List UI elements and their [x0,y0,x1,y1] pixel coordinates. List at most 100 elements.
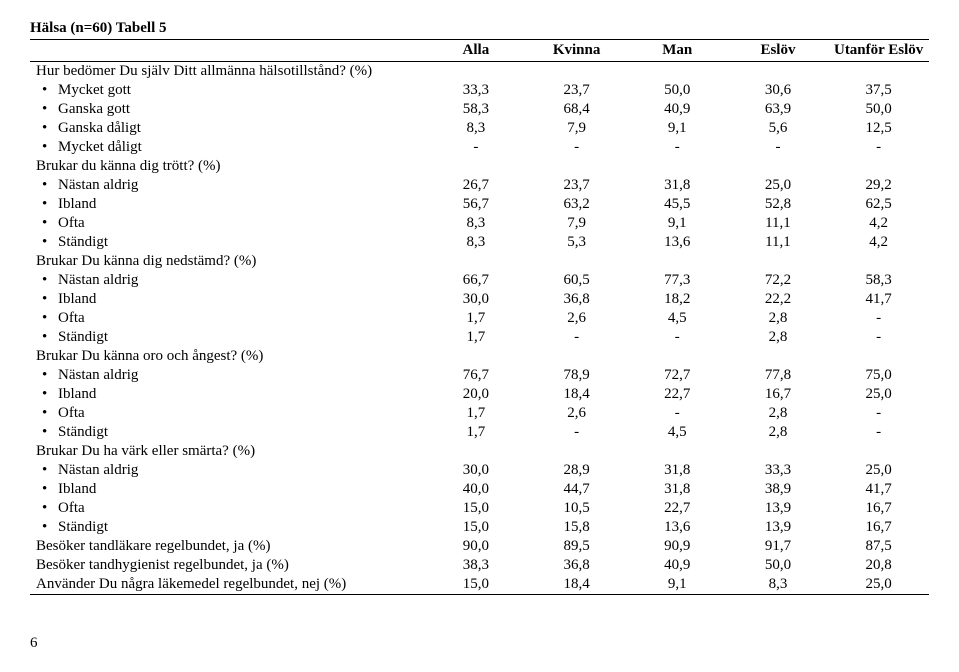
value-cell: 25,0 [828,385,929,404]
option-row: Ibland20,018,422,716,725,0 [30,385,929,404]
value-cell: 58,3 [828,271,929,290]
empty-cell [728,157,829,176]
value-cell: 2,8 [728,423,829,442]
value-cell: 44,7 [526,480,627,499]
value-cell: - [526,138,627,157]
empty-cell [426,157,527,176]
value-cell: 50,0 [627,81,728,100]
value-cell: 36,8 [526,556,627,575]
option-row: Ofta1,72,6-2,8- [30,404,929,423]
value-cell: 20,0 [426,385,527,404]
value-cell: 90,0 [426,537,527,556]
option-label: Nästan aldrig [30,461,426,480]
option-row: Ganska dåligt8,37,99,15,612,5 [30,119,929,138]
option-label: Ständigt [30,518,426,537]
value-cell: 40,9 [627,556,728,575]
value-cell: 78,9 [526,366,627,385]
value-cell: 13,6 [627,233,728,252]
col-header-blank [30,40,426,62]
value-cell: - [627,328,728,347]
empty-cell [426,252,527,271]
empty-cell [627,62,728,82]
option-row: Nästan aldrig26,723,731,825,029,2 [30,176,929,195]
value-cell: 1,7 [426,423,527,442]
col-header: Kvinna [526,40,627,62]
value-cell: 10,5 [526,499,627,518]
value-cell: 8,3 [426,119,527,138]
option-row: Ofta1,72,64,52,8- [30,309,929,328]
option-row: Ibland30,036,818,222,241,7 [30,290,929,309]
value-cell: 20,8 [828,556,929,575]
empty-cell [728,62,829,82]
value-cell: - [828,309,929,328]
col-header: Alla [426,40,527,62]
value-cell: 25,0 [828,575,929,595]
value-cell: 72,7 [627,366,728,385]
empty-cell [426,442,527,461]
value-cell: 2,6 [526,404,627,423]
empty-cell [728,442,829,461]
option-row: Mycket gott33,323,750,030,637,5 [30,81,929,100]
value-cell: 31,8 [627,176,728,195]
option-row: Ofta8,37,99,111,14,2 [30,214,929,233]
value-cell: 72,2 [728,271,829,290]
option-row: Ständigt1,7-4,52,8- [30,423,929,442]
value-cell: 41,7 [828,480,929,499]
value-cell: 33,3 [426,81,527,100]
value-cell: 38,3 [426,556,527,575]
value-cell: 2,6 [526,309,627,328]
value-cell: 58,3 [426,100,527,119]
value-cell: 30,0 [426,461,527,480]
page-number: 6 [30,635,929,652]
value-cell: 26,7 [426,176,527,195]
value-cell: 91,7 [728,537,829,556]
value-cell: 41,7 [828,290,929,309]
value-cell: 60,5 [526,271,627,290]
value-cell: 11,1 [728,233,829,252]
value-cell: 29,2 [828,176,929,195]
value-cell: 16,7 [828,518,929,537]
value-cell: - [828,404,929,423]
value-cell: - [828,328,929,347]
value-cell: - [627,404,728,423]
option-label: Mycket dåligt [30,138,426,157]
question-row: Brukar Du känna oro och ångest? (%) [30,347,929,366]
value-cell: 13,9 [728,499,829,518]
value-cell: 22,2 [728,290,829,309]
value-cell: 4,2 [828,233,929,252]
question-row: Hur bedömer Du själv Ditt allmänna hälso… [30,62,929,82]
option-label: Ibland [30,480,426,499]
option-label: Nästan aldrig [30,176,426,195]
value-cell: 7,9 [526,119,627,138]
value-cell: 15,8 [526,518,627,537]
question-label: Brukar Du ha värk eller smärta? (%) [30,442,426,461]
value-cell: 30,0 [426,290,527,309]
option-row: Ofta15,010,522,713,916,7 [30,499,929,518]
option-label: Nästan aldrig [30,366,426,385]
question-label: Hur bedömer Du själv Ditt allmänna hälso… [30,62,426,82]
table-title: Hälsa (n=60) Tabell 5 [30,20,929,37]
value-cell: 22,7 [627,499,728,518]
option-label: Nästan aldrig [30,271,426,290]
question-label: Brukar du känna dig trött? (%) [30,157,426,176]
value-cell: 15,0 [426,518,527,537]
option-row: Ständigt15,015,813,613,916,7 [30,518,929,537]
question-label: Brukar Du känna dig nedstämd? (%) [30,252,426,271]
value-cell: 1,7 [426,404,527,423]
value-cell: 25,0 [828,461,929,480]
value-cell: 15,0 [426,575,527,595]
flat-row: Använder Du några läkemedel regelbundet,… [30,575,929,595]
empty-cell [828,157,929,176]
value-cell: 63,2 [526,195,627,214]
value-cell: - [526,423,627,442]
option-label: Ibland [30,290,426,309]
option-label: Ofta [30,309,426,328]
option-row: Nästan aldrig30,028,931,833,325,0 [30,461,929,480]
value-cell: 8,3 [728,575,829,595]
option-label: Ofta [30,214,426,233]
value-cell: 75,0 [828,366,929,385]
flat-label: Besöker tandhygienist regelbundet, ja (%… [30,556,426,575]
option-label: Ofta [30,499,426,518]
value-cell: 4,2 [828,214,929,233]
question-label: Brukar Du känna oro och ångest? (%) [30,347,426,366]
